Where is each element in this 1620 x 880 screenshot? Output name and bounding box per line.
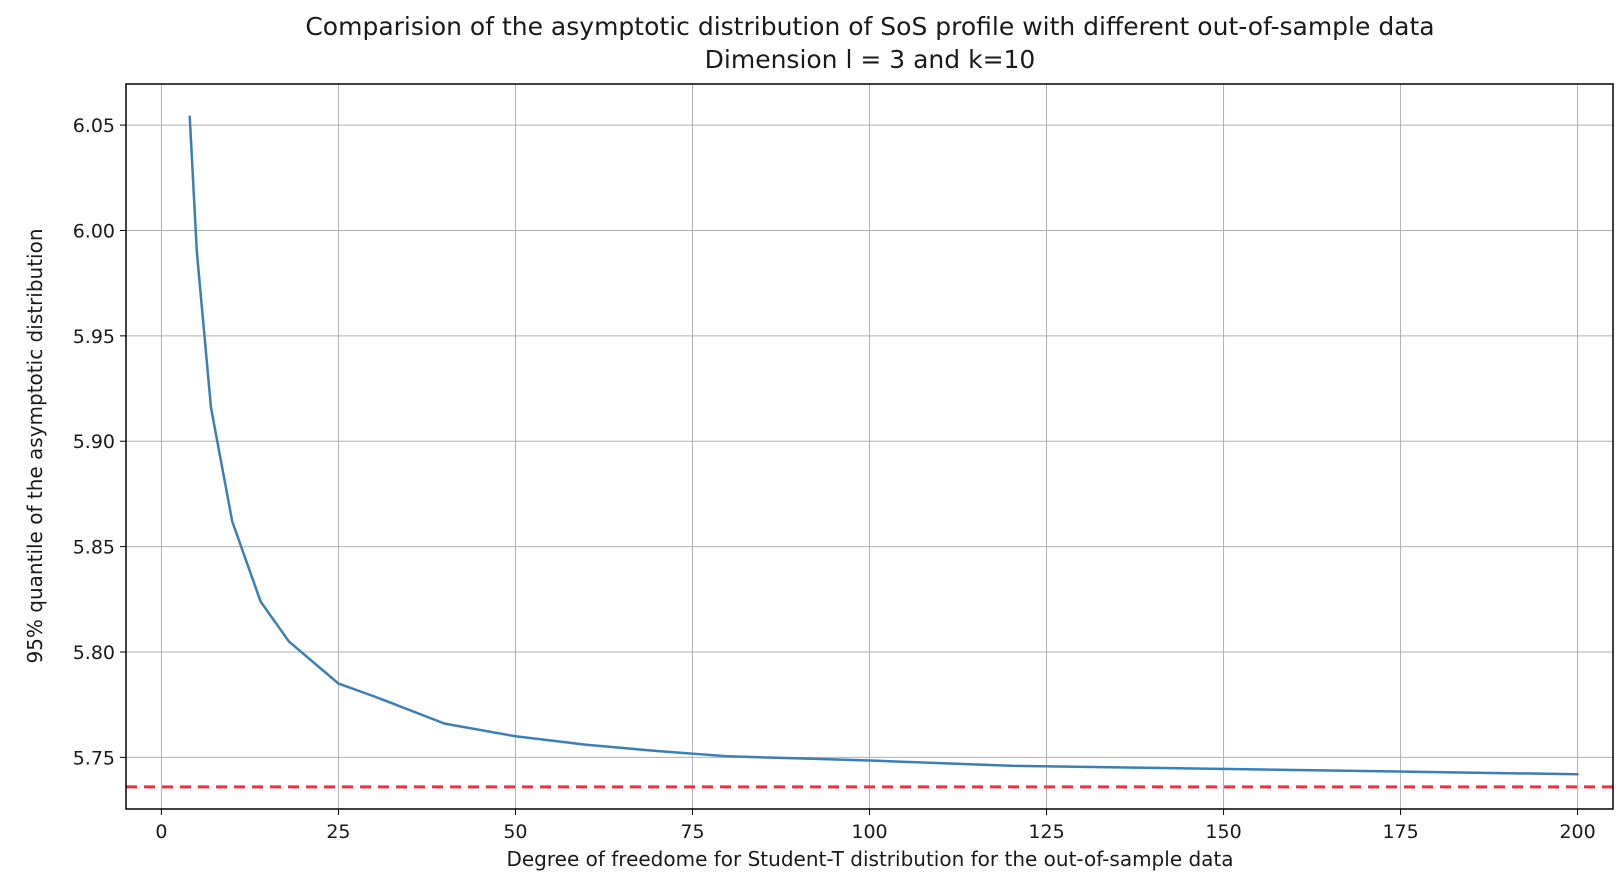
chart-title: Comparision of the asymptotic distributi… [305,12,1434,41]
y-tick-label: 5.95 [73,326,115,348]
x-tick-label: 25 [326,821,350,843]
x-tick-label: 150 [1205,821,1241,843]
y-tick-label: 5.90 [73,431,115,453]
x-tick-label: 75 [680,821,704,843]
y-tick-label: 6.05 [73,115,115,137]
x-axis-label: Degree of freedome for Student-T distrib… [506,847,1233,871]
y-tick-label: 5.80 [73,642,115,664]
series-layer [188,115,1579,776]
x-tick-label: 175 [1382,821,1418,843]
grid [126,84,1613,809]
chart-subtitle: Dimension l = 3 and k=10 [705,45,1036,74]
y-tick-label: 5.75 [73,747,115,769]
y-tick-label: 5.85 [73,537,115,559]
x-tick-label: 0 [155,821,167,843]
x-tick-label: 50 [503,821,527,843]
x-tick-label: 125 [1028,821,1064,843]
y-axis-ticks: 5.75 5.80 5.85 5.90 5.95 6.00 6.05 [73,115,126,769]
x-tick-label: 200 [1559,821,1595,843]
y-axis-label: 95% quantile of the asymptotic distribut… [23,228,47,663]
x-tick-label: 100 [851,821,887,843]
x-axis-ticks: 0 25 50 75 100 125 150 175 200 [155,809,1596,843]
y-tick-label: 6.00 [73,220,115,242]
series-line [188,115,1579,776]
